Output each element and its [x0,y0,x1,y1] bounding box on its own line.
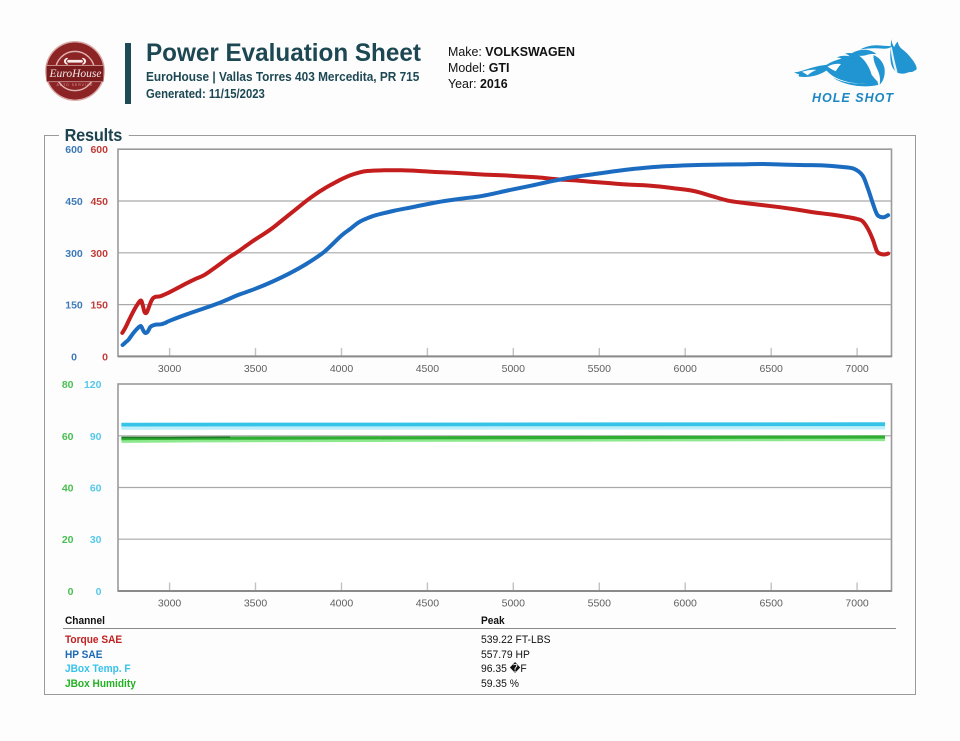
svg-text:7000: 7000 [845,598,869,610]
svg-text:0: 0 [96,586,102,598]
svg-text:20: 20 [62,534,74,546]
svg-text:7000: 7000 [845,363,869,375]
svg-text:300: 300 [90,248,108,260]
svg-text:120: 120 [84,379,102,391]
svg-text:80: 80 [62,379,74,391]
svg-text:EuroHouse: EuroHouse [49,68,102,80]
svg-text:450: 450 [65,196,83,208]
svg-text:600: 600 [90,144,108,156]
svg-text:6000: 6000 [674,598,698,610]
svg-text:150: 150 [90,300,108,312]
svg-text:5000: 5000 [502,598,526,610]
svg-text:30: 30 [90,534,102,546]
svg-text:3500: 3500 [244,598,268,610]
svg-text:4500: 4500 [416,598,440,610]
svg-text:4500: 4500 [416,363,440,375]
svg-text:3000: 3000 [158,598,182,610]
svg-text:HOLE SHOT: HOLE SHOT [812,91,894,105]
svg-text:6500: 6500 [760,598,784,610]
svg-text:4000: 4000 [330,363,354,375]
svg-text:90: 90 [90,431,102,443]
svg-text:0: 0 [68,586,74,598]
svg-text:40: 40 [62,483,74,495]
svg-text:3000: 3000 [158,363,182,375]
svg-text:0: 0 [71,351,77,363]
svg-text:60: 60 [62,431,74,443]
svg-text:600: 600 [65,144,83,156]
svg-text:4000: 4000 [330,598,354,610]
svg-text:0: 0 [102,351,108,363]
svg-text:6500: 6500 [760,363,784,375]
svg-text:450: 450 [90,196,108,208]
svg-text:5500: 5500 [588,598,612,610]
svg-text:150: 150 [65,300,83,312]
svg-text:5500: 5500 [588,363,612,375]
svg-text:5000: 5000 [502,363,526,375]
svg-text:300: 300 [65,248,83,260]
svg-text:60: 60 [90,483,102,495]
svg-text:3500: 3500 [244,363,268,375]
svg-text:AUTO SERVICE: AUTO SERVICE [56,83,93,87]
svg-text:6000: 6000 [674,363,698,375]
